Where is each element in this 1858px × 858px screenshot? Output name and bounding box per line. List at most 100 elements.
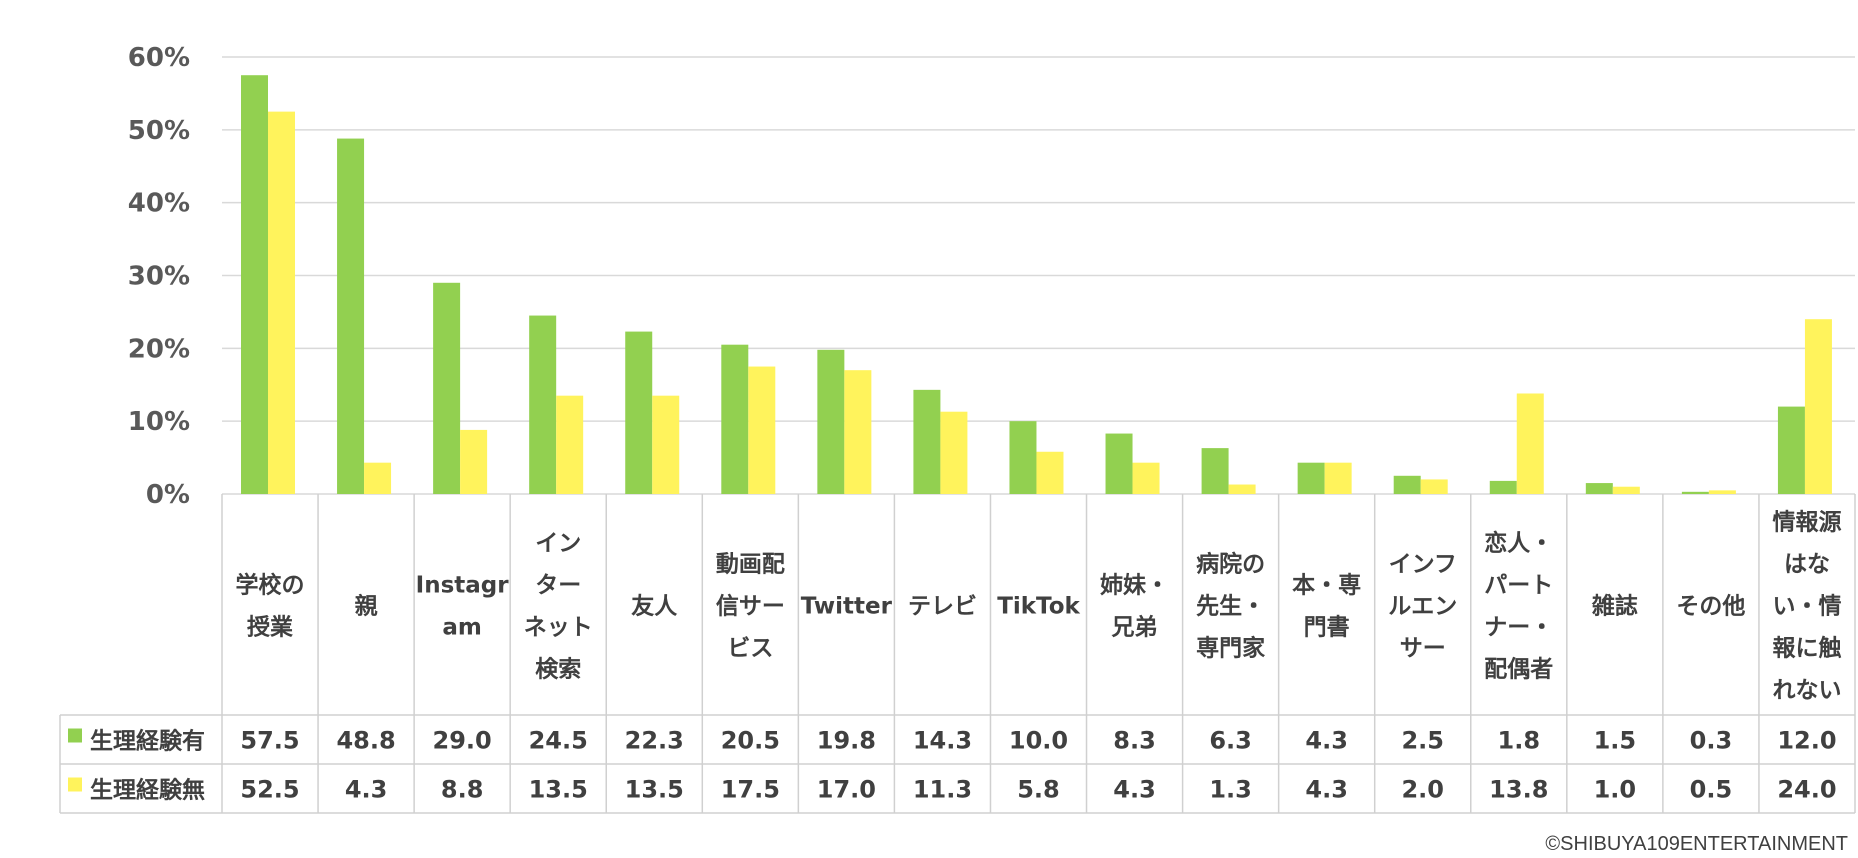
data-label: 8.8 — [441, 776, 484, 804]
data-label: 1.8 — [1498, 727, 1541, 755]
data-label: 17.5 — [721, 776, 780, 804]
category-label: 病院の — [1196, 551, 1265, 578]
data-label: 14.3 — [913, 727, 972, 755]
data-label: 6.3 — [1209, 727, 1252, 755]
data-label: 1.0 — [1594, 776, 1637, 804]
category-label: 信サー — [716, 593, 785, 620]
data-label: 57.5 — [240, 727, 299, 755]
bar-series1 — [1393, 475, 1421, 494]
data-label: 22.3 — [625, 727, 684, 755]
category-label: 門書 — [1304, 614, 1350, 641]
bar-series1 — [433, 282, 461, 494]
category-label: 授業 — [247, 614, 294, 641]
category-label: 恋人・ — [1484, 530, 1553, 557]
category-label: ター — [535, 573, 581, 599]
category-label: サー — [1400, 636, 1446, 662]
y-tick-label: 50% — [128, 116, 190, 146]
bar-series2 — [652, 395, 680, 494]
bar-series2 — [1420, 479, 1448, 494]
data-label: 29.0 — [433, 727, 492, 755]
data-label: 13.8 — [1489, 776, 1548, 804]
category-label: パート — [1484, 573, 1553, 599]
y-tick-label: 20% — [128, 334, 190, 364]
data-label: 20.5 — [721, 727, 780, 755]
category-label: ネット — [524, 615, 593, 641]
bar-series2 — [1516, 393, 1544, 494]
data-label: 5.8 — [1017, 776, 1060, 804]
category-label: TikTok — [997, 594, 1080, 620]
data-label: 24.0 — [1777, 776, 1836, 804]
category-label: い・情 — [1772, 594, 1841, 620]
legend-swatch — [68, 777, 82, 792]
category-label: はな — [1784, 552, 1830, 578]
bar-series1 — [721, 344, 749, 494]
bar-series2 — [556, 395, 584, 494]
category-label: 動画配 — [716, 552, 785, 578]
category-label: 配偶者 — [1484, 657, 1553, 683]
y-tick-label: 10% — [128, 407, 190, 437]
y-tick-label: 40% — [128, 189, 190, 219]
category-label: ナー・ — [1484, 615, 1553, 641]
data-label: 52.5 — [240, 776, 299, 804]
data-label: 2.0 — [1401, 776, 1444, 804]
y-tick-label: 0% — [146, 480, 190, 510]
bar-series2 — [1612, 486, 1640, 494]
bar-series2 — [1804, 319, 1832, 494]
bar-series1 — [1297, 462, 1325, 494]
copyright-text: ©SHIBUYA109ENTERTAINMENT — [1545, 833, 1848, 855]
bar-series1 — [817, 349, 845, 494]
bar-series1 — [1009, 421, 1037, 494]
bar-series2 — [748, 366, 776, 494]
category-label: ビス — [727, 636, 773, 662]
bar-series1 — [1489, 480, 1517, 494]
data-label: 1.5 — [1594, 727, 1637, 755]
category-label: Twitter — [801, 594, 893, 620]
category-label: 学校の — [236, 572, 305, 599]
bar-series2 — [1036, 451, 1064, 494]
bar-series1 — [1105, 433, 1133, 494]
bar-series1 — [1201, 448, 1229, 494]
bar-series1 — [337, 138, 365, 494]
bar-series2 — [844, 370, 872, 494]
bar-series2 — [268, 111, 295, 494]
data-label: 11.3 — [913, 776, 972, 804]
data-label: 8.3 — [1113, 727, 1156, 755]
data-label: 10.0 — [1009, 727, 1068, 755]
category-label: 雑誌 — [1591, 593, 1638, 620]
data-label: 13.5 — [529, 776, 588, 804]
category-label: 姉妹・ — [1100, 572, 1169, 599]
bar-series1 — [1777, 406, 1805, 494]
category-label: 報に触 — [1772, 635, 1841, 662]
data-label: 2.5 — [1401, 727, 1444, 755]
data-label: 1.3 — [1209, 776, 1252, 804]
category-label: 検索 — [535, 657, 581, 683]
legend-label: 生理経験有 — [90, 728, 205, 755]
data-label: 0.3 — [1690, 727, 1733, 755]
category-label: インフ — [1389, 552, 1457, 578]
category-label: ルエン — [1388, 594, 1457, 620]
bar-series2 — [1708, 490, 1736, 494]
category-label: 本・専 — [1292, 573, 1361, 599]
category-label: イン — [535, 531, 581, 557]
legend-swatch — [68, 728, 82, 743]
category-label: テレビ — [908, 594, 977, 620]
bar-series2 — [1132, 462, 1160, 494]
category-label: 親 — [355, 594, 378, 620]
bar-series1 — [1585, 483, 1613, 494]
bar-series2 — [940, 411, 968, 494]
legend-label: 生理経験無 — [90, 777, 205, 804]
data-label: 48.8 — [336, 727, 395, 755]
bar-series1 — [241, 75, 268, 494]
category-label: Instagr — [416, 573, 510, 599]
data-label: 4.3 — [1305, 727, 1348, 755]
data-label: 17.0 — [817, 776, 876, 804]
data-label: 4.3 — [1113, 776, 1156, 804]
category-label: 先生・ — [1196, 594, 1265, 620]
data-label: 12.0 — [1777, 727, 1836, 755]
bar-series2 — [1324, 462, 1352, 494]
bar-series1 — [913, 389, 941, 494]
bar-series1 — [1681, 491, 1709, 494]
category-label: 兄弟 — [1111, 614, 1158, 641]
category-label: am — [442, 615, 482, 641]
